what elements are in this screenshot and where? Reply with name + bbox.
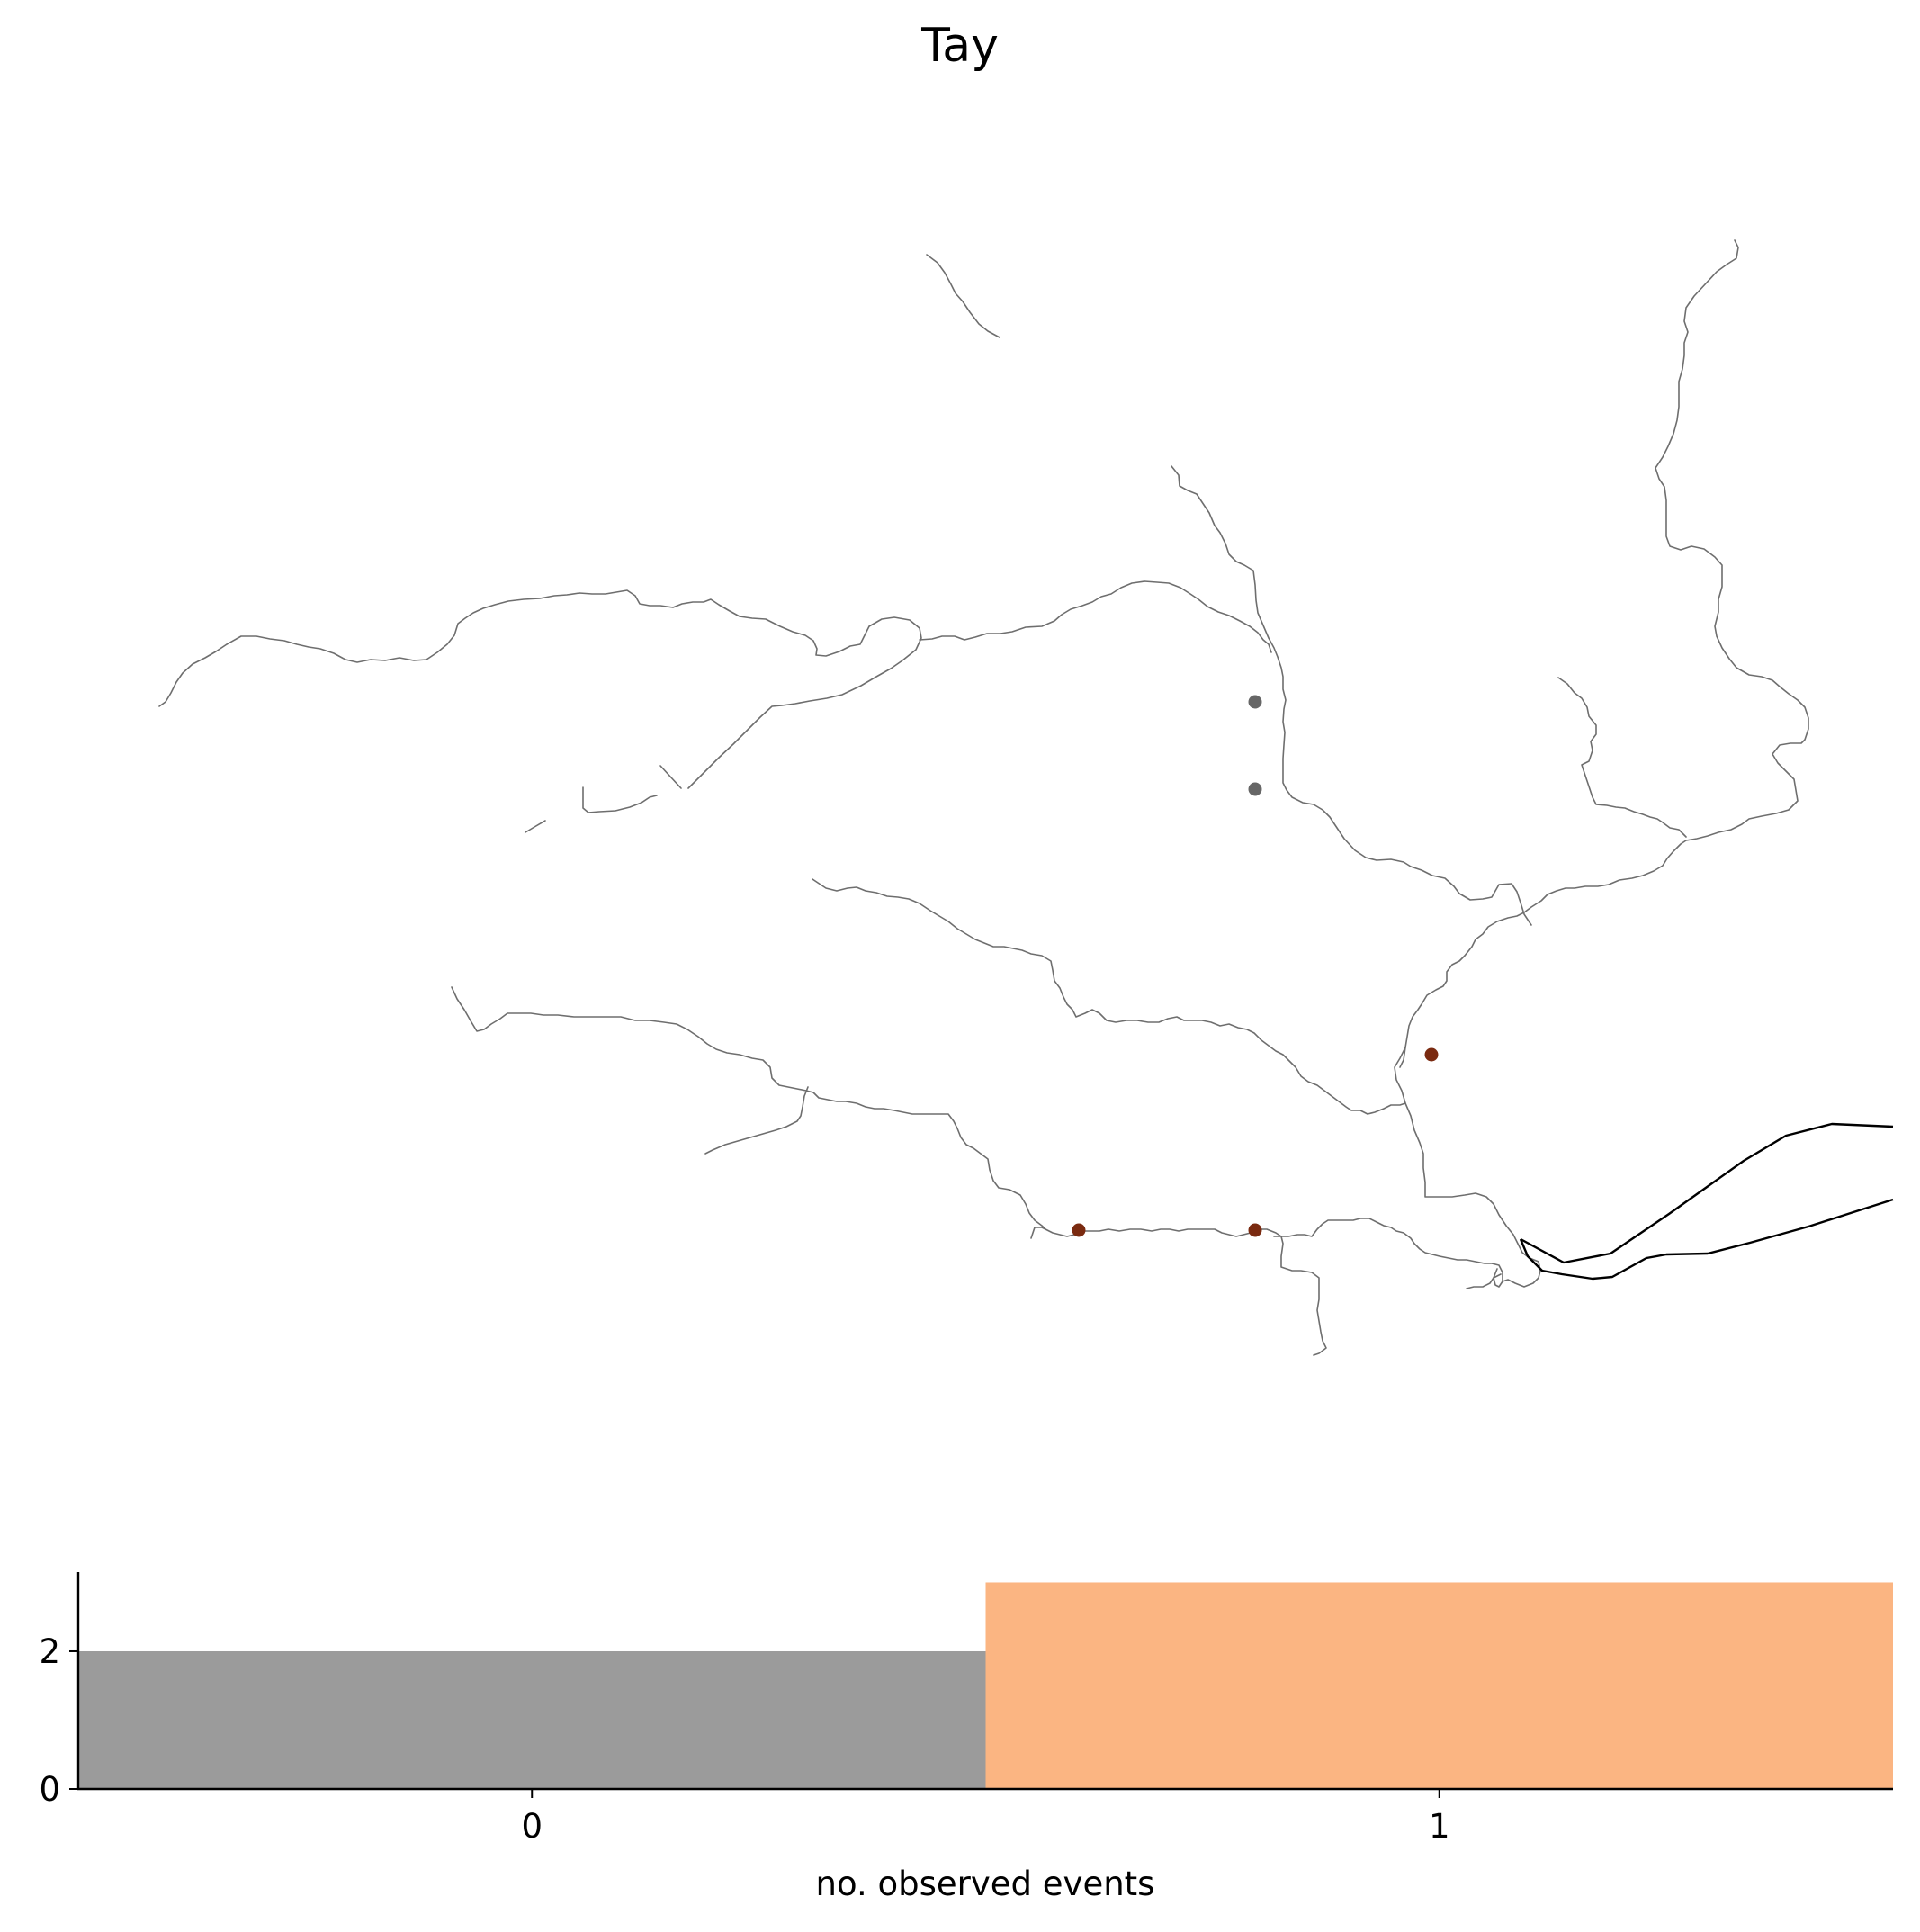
river-estuary-inlet [1466, 1261, 1541, 1289]
y-tick-label: 0 [39, 1770, 60, 1809]
site-marker-no-events[interactable] [1248, 695, 1262, 709]
river-network [158, 239, 1809, 1356]
estuary-outline [1519, 1122, 1894, 1281]
river-southern [451, 986, 1503, 1288]
river-west-stub-a [525, 820, 546, 833]
bar-0 [78, 1650, 986, 1789]
y-ticks: 02 [39, 1632, 78, 1809]
river-main-stem [1394, 1047, 1539, 1263]
site-marker-with-event[interactable] [1424, 1047, 1439, 1062]
map-panel [158, 239, 1894, 1356]
river-east-tributary [1399, 239, 1809, 1068]
river-southern-side-a [704, 1086, 809, 1155]
x-tick-label: 1 [1429, 1807, 1450, 1846]
bar-1 [985, 1582, 1893, 1789]
river-southern-side-b [1030, 1227, 1046, 1239]
site-marker-no-events[interactable] [1248, 782, 1262, 796]
river-east-side-tributary [1557, 677, 1687, 838]
river-middle [812, 878, 1406, 1115]
estuary-south-shore [1519, 1198, 1894, 1281]
river-western-main [158, 589, 922, 789]
x-axis-label: no. observed events [816, 1865, 1155, 1903]
x-tick-label: 0 [521, 1807, 543, 1846]
site-marker-with-event[interactable] [1072, 1223, 1086, 1237]
river-southern-side-c [1273, 1236, 1327, 1356]
river-western-branch [659, 765, 682, 789]
map-title: Tay [920, 19, 999, 73]
river-north-tributary [1171, 465, 1532, 926]
river-central-upper [919, 580, 1272, 653]
observation-sites [1072, 695, 1439, 1237]
river-west-stub-b [582, 786, 658, 813]
y-tick-label: 2 [39, 1632, 60, 1671]
bars-group [78, 1582, 1893, 1789]
estuary-north-shore [1520, 1122, 1894, 1264]
site-marker-with-event[interactable] [1248, 1223, 1262, 1237]
river-segment-north [926, 254, 1000, 338]
